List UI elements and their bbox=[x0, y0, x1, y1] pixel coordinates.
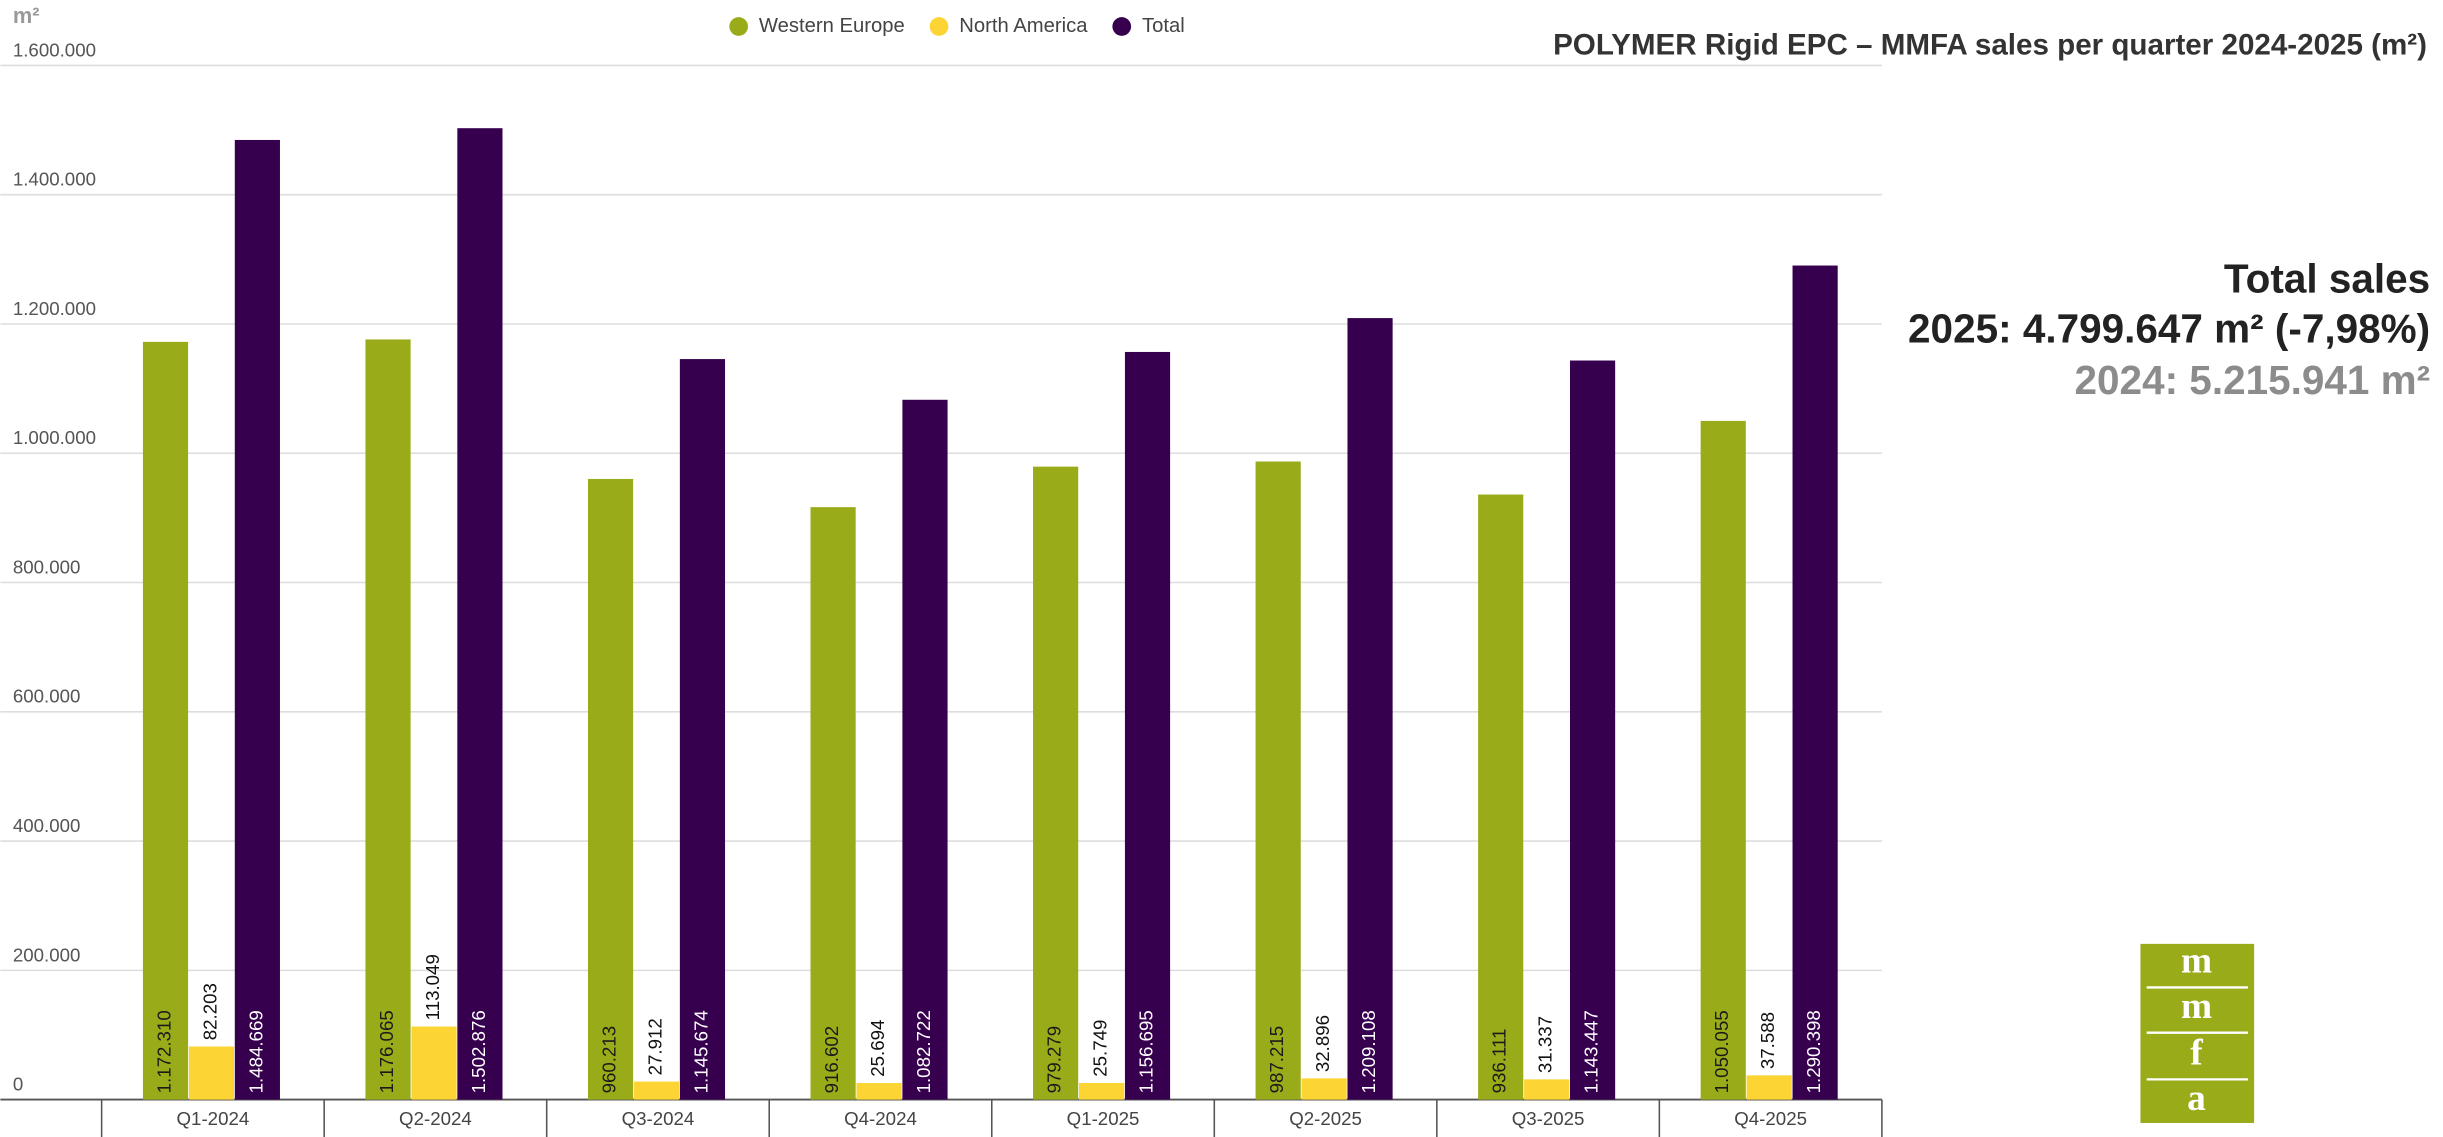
bar bbox=[1700, 420, 1746, 1100]
bar bbox=[1746, 1075, 1792, 1100]
x-tick-label: Q3-2024 bbox=[622, 1108, 695, 1129]
value-label: 1.484.669 bbox=[245, 1010, 266, 1093]
bar bbox=[810, 507, 856, 1100]
bar bbox=[365, 339, 411, 1100]
bar bbox=[1569, 360, 1616, 1100]
x-tick-label: Q2-2024 bbox=[399, 1108, 472, 1129]
bar bbox=[1301, 1078, 1347, 1100]
bar bbox=[457, 128, 503, 1100]
bar bbox=[856, 1083, 902, 1100]
value-label: 1.502.876 bbox=[468, 1010, 489, 1093]
chart-title: POLYMER Rigid EPC – MMFA sales per quart… bbox=[1553, 29, 2427, 62]
value-label: 37.588 bbox=[1757, 1012, 1778, 1069]
value-label: 987.215 bbox=[1266, 1026, 1287, 1094]
legend-label: Western Europe bbox=[759, 15, 905, 37]
value-label: 82.203 bbox=[199, 983, 220, 1040]
x-tick-label: Q4-2024 bbox=[844, 1108, 917, 1129]
y-tick-label: 1.400.000 bbox=[13, 169, 96, 190]
value-label: 25.694 bbox=[867, 1020, 888, 1077]
bar bbox=[1078, 1082, 1125, 1100]
annotation: Total sales bbox=[2224, 256, 2430, 302]
value-label: 1.143.447 bbox=[1581, 1010, 1602, 1093]
value-label: 113.049 bbox=[422, 954, 443, 1020]
bar bbox=[1255, 461, 1301, 1100]
value-label: 936.111 bbox=[1489, 1029, 1510, 1094]
y-tick-label: 800.000 bbox=[13, 556, 81, 577]
bar bbox=[1347, 318, 1393, 1100]
x-tick-label: Q2-2025 bbox=[1289, 1108, 1362, 1129]
value-label: 916.602 bbox=[821, 1026, 842, 1094]
bar bbox=[1478, 494, 1524, 1100]
annotation: 2025: 4.799.647 m² (-7,98%) bbox=[1908, 305, 2430, 351]
y-tick-label: 600.000 bbox=[13, 686, 81, 707]
annotation: 2024: 5.215.941 m² bbox=[2075, 357, 2431, 403]
legend-swatch bbox=[729, 17, 749, 36]
legend-label: North America bbox=[959, 15, 1088, 37]
value-label: 25.749 bbox=[1090, 1020, 1111, 1077]
value-label: 1.156.695 bbox=[1135, 1010, 1156, 1093]
x-tick-label: Q1-2024 bbox=[177, 1108, 250, 1129]
bar bbox=[188, 1046, 235, 1100]
value-label: 1.082.722 bbox=[913, 1010, 934, 1093]
x-tick-label: Q1-2025 bbox=[1067, 1108, 1140, 1129]
bar bbox=[587, 478, 634, 1100]
logo-letter: m bbox=[2181, 941, 2212, 982]
y-tick-label: 1.200.000 bbox=[13, 298, 96, 319]
value-label: 979.279 bbox=[1044, 1026, 1065, 1094]
value-label: 1.176.065 bbox=[376, 1010, 397, 1093]
bar bbox=[1033, 466, 1079, 1100]
bar bbox=[902, 399, 948, 1100]
logo-letter: m bbox=[2181, 986, 2212, 1027]
value-label: 1.050.055 bbox=[1711, 1010, 1732, 1093]
bar bbox=[1524, 1079, 1570, 1100]
bar bbox=[1124, 351, 1171, 1100]
y-tick-label: 1.000.000 bbox=[13, 427, 96, 448]
value-label: 960.213 bbox=[598, 1026, 619, 1094]
value-label: 31.337 bbox=[1535, 1016, 1556, 1073]
bar bbox=[142, 341, 189, 1100]
legend-swatch bbox=[1112, 17, 1132, 36]
x-tick-label: Q3-2025 bbox=[1512, 1108, 1585, 1129]
bar bbox=[1792, 265, 1838, 1100]
value-label: 1.209.108 bbox=[1358, 1010, 1379, 1093]
x-tick-label: Q4-2025 bbox=[1734, 1108, 1807, 1129]
bar bbox=[679, 359, 726, 1100]
y-tick-label: 0 bbox=[13, 1074, 23, 1095]
y-tick-label: 1.600.000 bbox=[13, 39, 96, 60]
bar bbox=[234, 139, 280, 1100]
value-label: 32.896 bbox=[1312, 1015, 1333, 1072]
value-label: 1.172.310 bbox=[153, 1010, 174, 1093]
logo-letter: a bbox=[2187, 1078, 2206, 1119]
legend-label: Total bbox=[1142, 15, 1185, 37]
bar bbox=[411, 1026, 457, 1100]
legend-swatch bbox=[929, 17, 949, 36]
logo-letter: f bbox=[2190, 1033, 2203, 1074]
y-tick-label: 200.000 bbox=[13, 944, 81, 965]
logo: m m f a bbox=[2140, 941, 2255, 1123]
value-label: 27.912 bbox=[644, 1018, 665, 1075]
y-unit: m² bbox=[13, 3, 40, 28]
bar bbox=[633, 1081, 680, 1100]
value-label: 1.145.674 bbox=[690, 1010, 711, 1093]
value-label: 1.290.398 bbox=[1803, 1010, 1824, 1093]
y-tick-label: 400.000 bbox=[13, 815, 81, 836]
